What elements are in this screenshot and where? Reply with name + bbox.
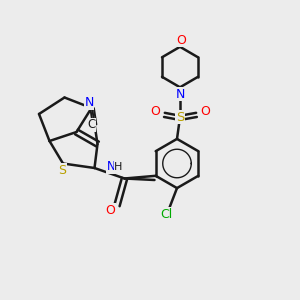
Text: O: O: [176, 34, 186, 47]
Text: S: S: [176, 111, 184, 124]
Text: C: C: [88, 118, 96, 131]
Text: Cl: Cl: [160, 208, 172, 221]
Text: H: H: [114, 162, 123, 172]
Text: N: N: [85, 97, 94, 110]
Text: N: N: [175, 88, 185, 101]
Text: O: O: [201, 105, 210, 118]
Text: O: O: [151, 105, 160, 118]
Text: N: N: [106, 160, 116, 173]
Text: O: O: [106, 203, 115, 217]
Text: S: S: [58, 164, 66, 177]
